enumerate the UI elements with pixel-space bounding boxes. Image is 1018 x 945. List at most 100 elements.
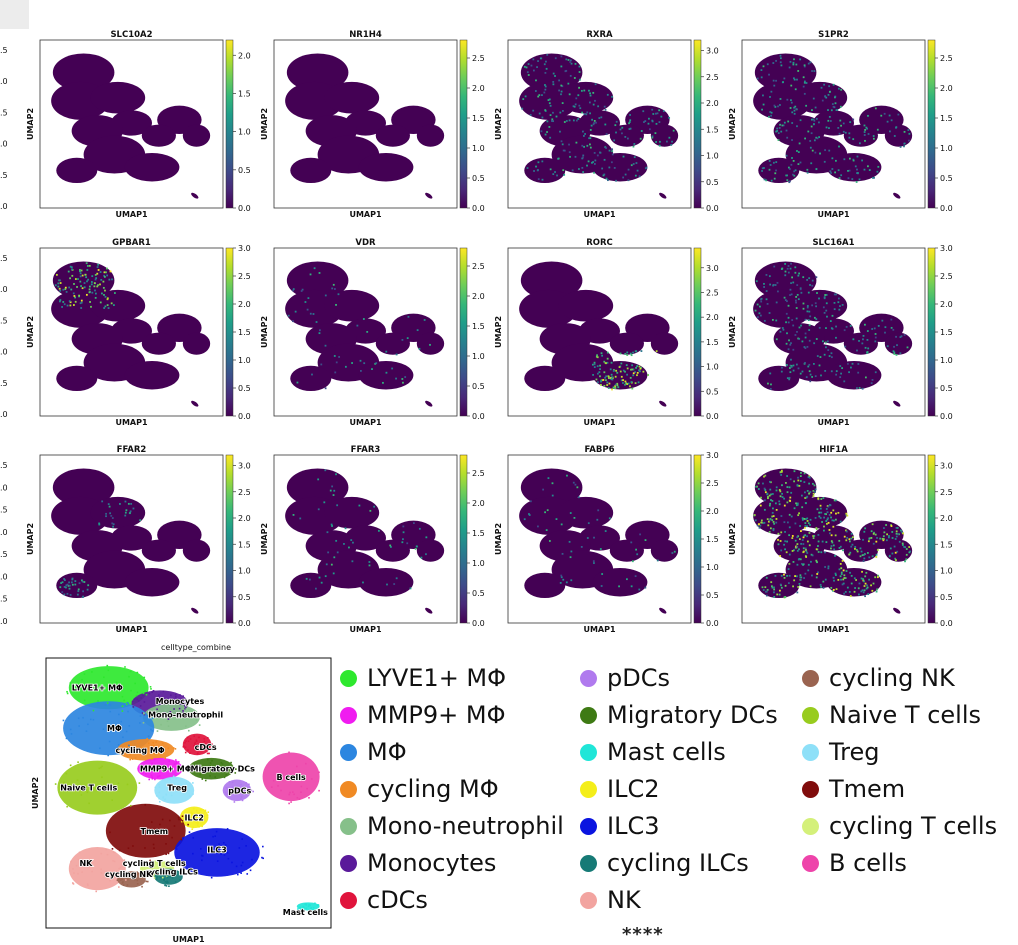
cluster-mmp9-m- <box>137 757 183 780</box>
colorbar-tick: 3.0 <box>706 451 719 460</box>
colorbar-tick: 0.0 <box>472 619 485 628</box>
y-axis-label: UMAP2 <box>260 316 269 348</box>
left-edge-tick: .5 <box>0 254 8 263</box>
legend-color-dot <box>580 891 597 909</box>
y-axis-label: UMAP2 <box>26 108 35 140</box>
colorbar-tick: 0.0 <box>238 204 251 213</box>
cluster-label: ILC3 <box>207 846 227 855</box>
cluster-label: cycling T cells <box>123 859 186 868</box>
cluster-label: LYVE1+ MΦ <box>72 684 123 693</box>
colorbar-tick: 0.0 <box>706 619 719 628</box>
cluster-label: B cells <box>276 773 306 782</box>
umap-panel-gpbar1: GPBAR1 UMAP1 UMAP2 3.0 2.5 2.0 1.5 1.0 0.5 0.0 <box>26 238 251 427</box>
colorbar-tick: 1.5 <box>472 322 485 331</box>
celltype-title: celltype_combine <box>161 643 231 652</box>
left-edge-tick: .0 <box>0 483 8 492</box>
colorbar-tick: 2.0 <box>940 514 953 523</box>
colorbar-tick: 1.0 <box>472 352 485 361</box>
colorbar-tick: 2.0 <box>472 499 485 508</box>
y-axis-label: UMAP2 <box>26 316 35 348</box>
legend-color-dot <box>802 780 819 798</box>
legend-label: LYVE1+ MΦ <box>367 664 507 692</box>
colorbar-tick: 2.5 <box>238 488 251 497</box>
y-axis-label: UMAP2 <box>494 316 503 348</box>
colorbar-tick: 2.5 <box>940 272 953 281</box>
colorbar-tick: 2.0 <box>238 300 251 309</box>
left-edge-tick: .0 <box>0 77 8 86</box>
left-edge-tick: .0 <box>0 348 8 357</box>
legend-item: cycling NK <box>802 660 955 696</box>
colorbar-tick: 1.0 <box>472 559 485 568</box>
y-axis-label: UMAP2 <box>26 523 35 555</box>
panel-title: RXRA <box>586 30 613 40</box>
legend-item: cycling MΦ <box>340 771 499 807</box>
colorbar-tick: 1.0 <box>706 152 719 161</box>
significance-stars: **** <box>622 924 664 945</box>
legend-item: Migratory DCs <box>580 697 778 733</box>
cluster-label: Treg <box>167 784 187 793</box>
y-axis-label: UMAP2 <box>728 108 737 140</box>
legend-color-dot <box>802 854 819 872</box>
legend-label: Naive T cells <box>829 701 982 729</box>
colorbar-tick: 3.0 <box>940 244 953 253</box>
umap-panel-vdr: VDR UMAP1 UMAP2 2.5 2.0 1.5 1.0 0.5 0.0 <box>260 238 485 427</box>
colorbar-tick: 2.5 <box>940 488 953 497</box>
left-edge-tick: .0 <box>0 572 8 581</box>
cluster-ilc3 <box>174 828 260 877</box>
x-axis-label: UMAP1 <box>817 418 850 427</box>
legend-label: ILC3 <box>607 812 660 840</box>
celltype-x-label: UMAP1 <box>172 935 205 943</box>
colorbar-tick: 0.0 <box>472 204 485 213</box>
y-axis-label: UMAP2 <box>260 108 269 140</box>
colorbar-tick: 3.0 <box>706 47 719 56</box>
colorbar-tick: 0.5 <box>238 166 251 175</box>
colorbar-tick: 0.0 <box>238 412 251 421</box>
y-axis-label: UMAP2 <box>494 108 503 140</box>
cluster-label: pDCs <box>228 786 251 795</box>
colorbar-tick: 0.5 <box>472 589 485 598</box>
legend-label: NK <box>607 886 641 914</box>
left-edge-tick: .5 <box>0 506 8 515</box>
legend-color-dot <box>580 669 597 687</box>
panel-title: SLC10A2 <box>110 30 152 40</box>
y-axis-label: UMAP2 <box>728 316 737 348</box>
legend-item: LYVE1+ MΦ <box>340 660 506 696</box>
colorbar-tick: 2.5 <box>472 54 485 63</box>
cluster-nk <box>68 847 126 891</box>
umap-panel-nr1h4: NR1H4 UMAP1 UMAP2 2.5 2.0 1.5 1.0 0.5 0.0 <box>260 30 485 219</box>
legend-color-dot <box>580 743 597 761</box>
umap-panel-fabp6: FABP6 UMAP1 UMAP2 3.0 2.5 2.0 1.5 1.0 0.5 0.0 <box>494 445 719 634</box>
legend-item: Mono-neutrophil <box>340 808 564 844</box>
left-edge-tick: .5 <box>0 461 8 470</box>
celltype-y-label: UMAP2 <box>31 777 40 809</box>
cluster-label: Tmem <box>141 827 169 836</box>
legend-color-dot <box>580 854 597 872</box>
panel-title: VDR <box>355 238 376 248</box>
x-axis-label: UMAP1 <box>817 210 850 219</box>
legend-label: pDCs <box>607 664 670 692</box>
colorbar-tick: 1.5 <box>238 328 251 337</box>
colorbar-tick: 0.5 <box>472 174 485 183</box>
cluster-naive-t-cells <box>57 760 138 815</box>
legend-color-dot <box>802 743 819 761</box>
left-edge-tick: .5 <box>0 46 8 55</box>
legend-label: MΦ <box>367 738 407 766</box>
umap-panel-ffar3: FFAR3 UMAP1 UMAP2 2.5 2.0 1.5 1.0 0.5 0.0 <box>260 445 485 634</box>
umap-panel-rorc: RORC UMAP1 UMAP2 3.0 2.5 2.0 1.5 1.0 0.5 0.0 <box>494 238 719 427</box>
left-edge-tick: .5 <box>0 171 8 180</box>
cluster-b-cells <box>262 752 320 802</box>
x-axis-label: UMAP1 <box>583 210 616 219</box>
colorbar-tick: 0.0 <box>706 204 719 213</box>
legend-color-dot <box>802 817 819 835</box>
legend-item: Tmem <box>802 771 905 807</box>
colorbar-tick: 1.5 <box>706 535 719 544</box>
colorbar-tick: 0.5 <box>940 593 953 602</box>
colorbar-tick: 2.0 <box>472 292 485 301</box>
panel-title: HIF1A <box>819 445 848 455</box>
colorbar-tick: 0.0 <box>706 412 719 421</box>
colorbar-tick: 2.0 <box>472 84 485 93</box>
left-edge-tick: .0 <box>0 202 8 211</box>
colorbar-tick: 1.0 <box>238 128 251 137</box>
y-axis-label: UMAP2 <box>494 523 503 555</box>
